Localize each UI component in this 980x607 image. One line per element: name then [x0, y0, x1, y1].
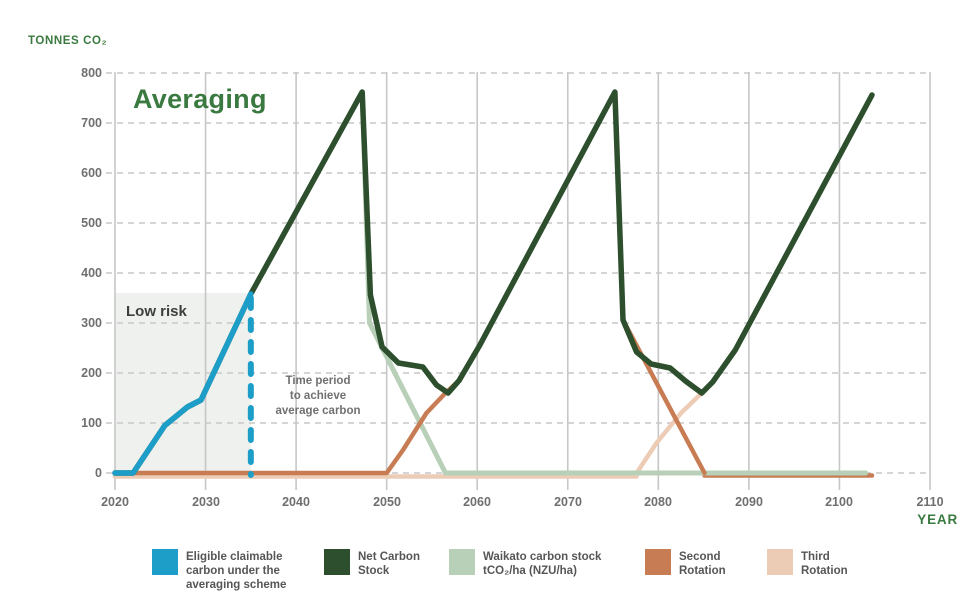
legend-item: Waikato carbon stock tCO₂/ha (NZU/ha)	[449, 549, 601, 578]
y-tick-label: 800	[81, 66, 102, 80]
legend-label: Third Rotation	[801, 551, 848, 577]
legend-label: Net Carbon Stock	[358, 551, 420, 577]
x-tick-label: 2050	[373, 495, 401, 509]
x-tick-label: 2090	[735, 495, 763, 509]
x-tick-label: 2110	[916, 495, 944, 509]
legend-swatch	[449, 549, 475, 575]
page-title: Averaging	[133, 84, 267, 114]
y-tick-label: 300	[81, 316, 102, 330]
x-tick-label: 2060	[463, 495, 491, 509]
x-tick-label: 2030	[192, 495, 220, 509]
y-tick-label: 400	[81, 266, 102, 280]
y-tick-label: 100	[81, 416, 102, 430]
legend-item: Eligible claimable carbon under the aver…	[152, 549, 286, 592]
legend-item: Third Rotation	[767, 549, 848, 578]
x-tick-label: 2040	[282, 495, 310, 509]
y-tick-label: 200	[81, 366, 102, 380]
legend-swatch	[152, 549, 178, 575]
x-tick-label: 2100	[825, 495, 853, 509]
y-axis-title: TONNES CO₂	[28, 35, 108, 47]
x-axis-title: YEAR	[917, 512, 958, 527]
legend-swatch	[324, 549, 350, 575]
legend-swatch	[645, 549, 671, 575]
time-period-annotation: Time period to achieve average carbon	[275, 375, 361, 417]
low-risk-region	[115, 293, 251, 473]
legend-swatch	[767, 549, 793, 575]
y-tick-label: 0	[95, 466, 102, 480]
y-tick-label: 700	[81, 116, 102, 130]
data-series	[112, 89, 875, 479]
legend-label: Second Rotation	[679, 551, 726, 577]
series-eligible-line	[112, 291, 254, 476]
x-tick-label: 2070	[554, 495, 582, 509]
legend-item: Second Rotation	[645, 549, 726, 578]
y-tick-label: 600	[81, 166, 102, 180]
y-tick-label: 500	[81, 216, 102, 230]
legend-label: Eligible claimable carbon under the aver…	[186, 551, 287, 591]
x-tick-label: 2020	[101, 495, 129, 509]
x-tick-label: 2080	[644, 495, 672, 509]
legend-item: Net Carbon Stock	[324, 549, 420, 578]
low-risk-label: Low risk	[126, 303, 187, 320]
legend-label: Waikato carbon stock tCO₂/ha (NZU/ha)	[483, 551, 602, 577]
low-risk-rect	[115, 293, 251, 473]
